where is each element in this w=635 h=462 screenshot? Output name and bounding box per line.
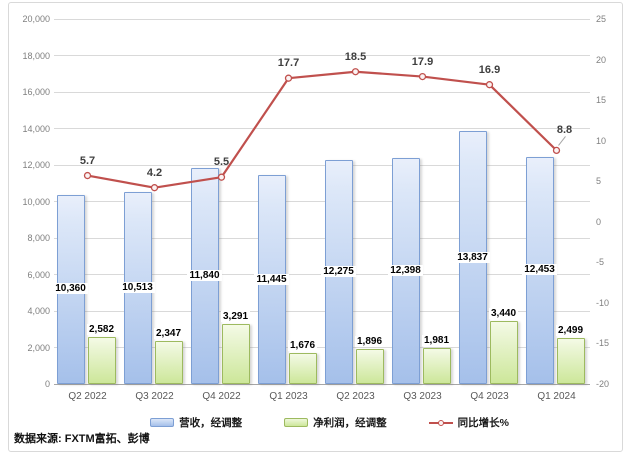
line-value-label: 17.9 <box>411 55 434 68</box>
left-axis-tick: 6,000 <box>27 269 50 280</box>
right-axis-tick: 20 <box>596 54 607 65</box>
yoy-line-swatch-icon <box>428 418 453 428</box>
bar-label-revenue: 13,837 <box>455 251 490 263</box>
legend-item-revenue: 营收，经调整 <box>150 415 242 430</box>
left-axis-tick: 20,000 <box>22 14 50 24</box>
bar-label-net-profit: 3,440 <box>488 308 519 320</box>
right-axis-tick: 25 <box>596 14 607 24</box>
left-axis-tick: 2,000 <box>27 342 50 353</box>
gridline <box>54 91 590 93</box>
bar-net-profit <box>489 321 518 384</box>
bar-net-profit <box>422 347 451 384</box>
right-axis-tick: 0 <box>596 216 602 227</box>
right-axis-tick: -20 <box>596 379 610 389</box>
bar-label-net-profit: 2,499 <box>555 325 586 337</box>
bar-label-revenue: 11,445 <box>254 273 289 285</box>
gridline <box>54 310 590 312</box>
right-axis-tick: 15 <box>596 95 607 106</box>
bar-label-revenue: 12,453 <box>522 264 557 276</box>
bar-label-net-profit: 1,676 <box>287 340 318 352</box>
right-axis-tick: 5 <box>596 176 602 187</box>
bar-net-profit <box>288 353 317 384</box>
x-axis-category-label: Q1 2023 <box>269 391 308 402</box>
line-value-label: 8.8 <box>556 124 573 137</box>
legend-label-yoy-growth: 同比增长% <box>457 417 509 429</box>
x-axis-category-label: Q1 2024 <box>537 391 576 402</box>
bar-label-revenue: 10,513 <box>120 282 155 294</box>
bar-label-net-profit: 3,291 <box>220 310 251 322</box>
bar-label-revenue: 10,360 <box>53 283 88 295</box>
x-axis-line <box>54 384 590 385</box>
left-axis-tick: 0 <box>44 379 50 389</box>
bar-label-revenue: 12,398 <box>388 264 423 276</box>
gridline <box>54 55 590 56</box>
left-axis-tick: 18,000 <box>22 50 50 61</box>
line-value-label: 5.7 <box>79 154 96 167</box>
bar-net-profit <box>556 338 585 384</box>
bar-net-profit <box>87 336 116 384</box>
line-value-label: 16.9 <box>478 63 501 76</box>
bar-label-net-profit: 2,582 <box>86 323 117 335</box>
source-note: 数据来源: FXTM富拓、彭博 <box>14 433 150 445</box>
x-axis-category-label: Q2 2022 <box>68 391 107 402</box>
line-value-label: 18.5 <box>344 50 367 63</box>
left-axis-tick: 8,000 <box>27 233 50 243</box>
legend-item-net-profit: 净利润，经调整 <box>284 415 387 430</box>
left-axis-tick: 10,000 <box>22 196 50 207</box>
legend-label-revenue: 营收，经调整 <box>179 417 243 429</box>
x-axis-category-label: Q4 2022 <box>202 391 241 402</box>
bar-net-profit <box>154 341 183 384</box>
x-axis-category-label: Q3 2022 <box>135 391 174 402</box>
gridline <box>54 237 590 239</box>
x-axis-category-label: Q3 2023 <box>403 391 442 402</box>
gridline <box>54 164 590 166</box>
left-axis-tick: 14,000 <box>22 123 50 134</box>
net-profit-bar-swatch-icon <box>284 418 309 427</box>
bar-label-revenue: 11,840 <box>187 269 222 281</box>
x-axis-category-label: Q2 2023 <box>336 391 375 402</box>
right-axis-tick: -10 <box>596 297 610 308</box>
right-axis-tick: -5 <box>596 257 605 268</box>
bar-label-net-profit: 1,896 <box>354 336 385 348</box>
legend-label-net-profit: 净利润，经调整 <box>313 417 387 429</box>
legend-item-yoy-growth: 同比增长% <box>428 415 509 430</box>
right-axis-tick: -15 <box>596 338 610 349</box>
gridline <box>54 201 590 202</box>
right-axis-tick: 10 <box>596 135 607 146</box>
line-value-label: 5.5 <box>213 156 230 169</box>
gridline <box>54 18 590 20</box>
gridline <box>54 128 590 129</box>
revenue-bar-swatch-icon <box>150 418 175 427</box>
bar-label-net-profit: 1,981 <box>421 334 452 346</box>
left-axis-tick: 4,000 <box>27 306 50 316</box>
x-axis-category-label: Q4 2023 <box>470 391 509 402</box>
bar-label-revenue: 12,275 <box>321 265 356 277</box>
left-axis-tick: 16,000 <box>22 87 50 97</box>
line-value-label: 4.2 <box>146 166 163 179</box>
bar-net-profit <box>355 349 384 384</box>
gridline <box>54 347 590 348</box>
bar-label-net-profit: 2,347 <box>153 328 184 340</box>
left-axis-tick: 12,000 <box>22 160 50 170</box>
legend: 营收，经调整 净利润，经调整 同比增长% <box>12 415 635 430</box>
line-value-label: 17.7 <box>277 57 300 70</box>
bar-net-profit <box>221 323 250 384</box>
